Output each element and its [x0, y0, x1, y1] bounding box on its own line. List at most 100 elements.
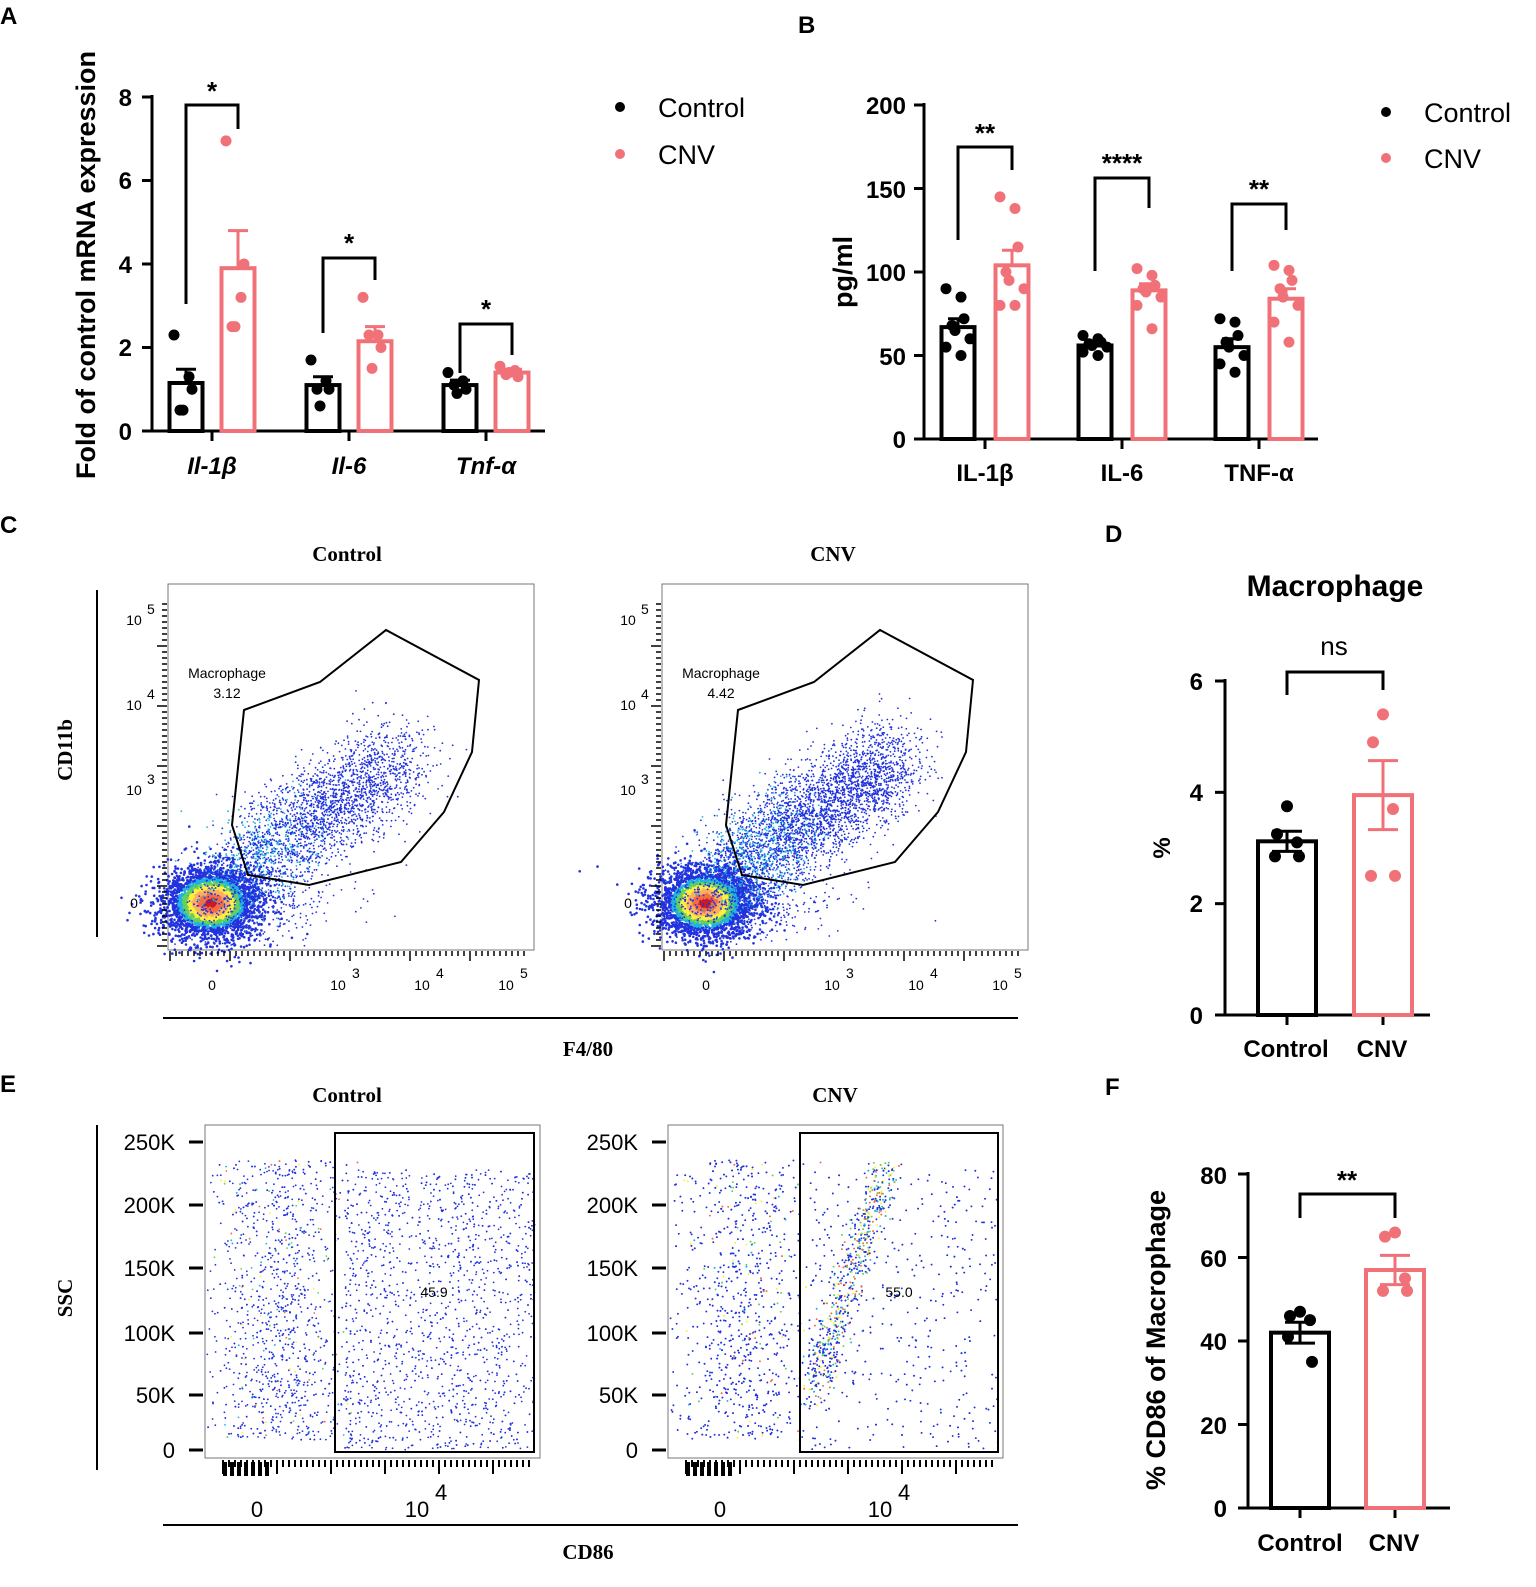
b-point	[949, 324, 961, 336]
a-point	[186, 383, 198, 395]
e-ytick-label: 200K	[124, 1193, 176, 1218]
b-point	[1274, 283, 1286, 295]
f-ytick-2: 40	[1200, 1329, 1227, 1356]
e-ytick-label: 250K	[124, 1130, 176, 1155]
a-bracket-2	[458, 322, 514, 373]
e-xcluster	[721, 1462, 725, 1476]
b-point	[1092, 350, 1104, 361]
c-xtick-label: 10	[824, 977, 840, 993]
e-xcluster	[223, 1462, 227, 1476]
b-point	[1009, 299, 1021, 311]
a-point	[451, 387, 463, 399]
b-point	[955, 350, 967, 361]
c-title-control: Control	[312, 542, 382, 566]
e-ytick-label: 50K	[136, 1383, 175, 1408]
b-bracket-1	[1093, 176, 1151, 271]
f-ylabel: % CD86 of Macrophage	[1141, 1190, 1171, 1490]
e-xlabel: CD86	[562, 1540, 613, 1564]
e-density-cnv	[669, 1159, 999, 1450]
f-ytick-0: 0	[1214, 1496, 1227, 1523]
e-xcluster	[251, 1462, 255, 1476]
c-ylabel: CD11b	[53, 719, 77, 781]
b-point	[1000, 266, 1012, 278]
f-point	[1294, 1305, 1306, 1318]
c-xtick-label: 0	[702, 977, 710, 993]
d-cat-1: CNV	[1357, 1036, 1408, 1063]
e-ytick-label: 100K	[124, 1321, 176, 1346]
d-point	[1389, 869, 1401, 882]
a-plot	[142, 95, 545, 441]
panel-label-b: B	[798, 12, 815, 39]
d-point	[1293, 850, 1305, 863]
a-point	[311, 383, 323, 395]
d-ytick-3: 6	[1190, 669, 1203, 696]
c-xtick-label: 10	[330, 977, 346, 993]
b-point	[1101, 341, 1113, 353]
e-ytick-label: 50K	[599, 1383, 638, 1408]
c-density-cnv	[578, 693, 943, 974]
c-ytick-label: 10	[620, 697, 636, 713]
a-sig-1: *	[344, 228, 355, 258]
b-cat-2: TNF-α	[1224, 460, 1294, 487]
b-legend-cnv: CNV	[1424, 144, 1481, 174]
a-ytick-2: 4	[119, 252, 133, 279]
a-point	[235, 291, 247, 303]
a-point	[366, 362, 378, 374]
e-plot-frame-cnv	[667, 1124, 1004, 1459]
d-point	[1269, 850, 1281, 863]
panel-label-d: D	[1105, 521, 1122, 548]
b-point	[1268, 259, 1280, 271]
a-point	[177, 404, 189, 416]
b-point	[1149, 279, 1161, 291]
b-point	[1012, 241, 1024, 253]
a-legend-control-marker	[615, 102, 625, 112]
f-cat-1: CNV	[1369, 1530, 1420, 1557]
b-ytick-4: 200	[866, 93, 906, 120]
e-gate-control	[334, 1132, 535, 1453]
c-ytick-label: 0	[130, 895, 138, 911]
e-xtick-label: 0	[714, 1497, 726, 1522]
c-ytick-label: 10	[620, 782, 636, 798]
b-sig-1: ****	[1102, 148, 1143, 178]
e-ytick-label: 200K	[587, 1193, 639, 1218]
c-xtick-label: 10	[498, 977, 514, 993]
b-point	[1077, 329, 1089, 341]
b-point	[1268, 316, 1280, 328]
b-point	[1286, 274, 1298, 286]
a-cat-0: Il-1β	[187, 453, 237, 480]
b-ytick-0: 0	[893, 427, 906, 454]
b-point	[1292, 299, 1304, 311]
a-bar-cnv-2	[493, 370, 531, 433]
c-xtick-label: 10	[992, 977, 1008, 993]
panel-label-f: F	[1105, 1074, 1120, 1101]
f-point	[1389, 1226, 1401, 1239]
b-sig-0: **	[975, 118, 996, 148]
b-point	[1238, 350, 1250, 361]
a-legend-control: Control	[658, 93, 745, 123]
b-point	[955, 291, 967, 303]
a-point	[448, 379, 460, 391]
b-cat-1: IL-6	[1101, 460, 1144, 487]
f-bar-1	[1364, 1268, 1426, 1511]
b-point	[940, 283, 952, 295]
panel-label-a: A	[0, 3, 17, 30]
c-gate-value-control: 3.12	[213, 685, 240, 701]
c-xtick-exp: 5	[520, 965, 528, 981]
e-title-control: Control	[312, 1083, 382, 1107]
f-plot	[1238, 1172, 1450, 1518]
c-ytick-exp: 3	[641, 771, 649, 787]
b-point	[1229, 366, 1241, 378]
c-title-cnv: CNV	[810, 542, 856, 566]
a-sig-2: *	[481, 294, 492, 324]
b-point	[1146, 323, 1158, 335]
a-point	[503, 367, 515, 379]
e-xcluster	[693, 1462, 697, 1476]
c-ytick-label: 10	[620, 612, 636, 628]
f-bracket	[1298, 1192, 1397, 1218]
f-point	[1306, 1355, 1318, 1368]
a-point	[375, 342, 387, 353]
f-ytick-4: 80	[1200, 1163, 1227, 1190]
b-ytick-1: 50	[879, 344, 906, 371]
a-legend-cnv-marker	[615, 149, 625, 159]
